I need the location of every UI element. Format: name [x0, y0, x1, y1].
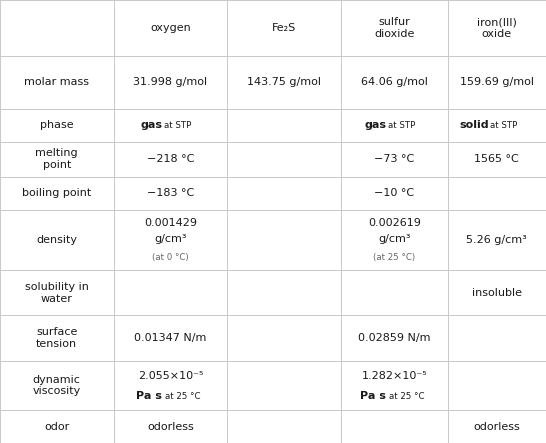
Text: odor: odor: [44, 422, 69, 431]
Text: melting
point: melting point: [35, 148, 78, 170]
Text: at 25 °C: at 25 °C: [165, 392, 200, 401]
Text: dynamic
viscosity: dynamic viscosity: [33, 375, 81, 396]
Text: 1.282×10⁻⁵: 1.282×10⁻⁵: [361, 371, 427, 381]
Text: surface
tension: surface tension: [36, 327, 78, 349]
Text: −10 °C: −10 °C: [374, 188, 414, 198]
Text: phase: phase: [40, 120, 74, 130]
Text: insoluble: insoluble: [472, 288, 522, 298]
Text: gas: gas: [364, 120, 386, 130]
Text: at 25 °C: at 25 °C: [389, 392, 424, 401]
Text: −73 °C: −73 °C: [374, 154, 414, 164]
Text: Fe₂S: Fe₂S: [272, 23, 296, 33]
Text: solubility in
water: solubility in water: [25, 282, 88, 303]
Text: 64.06 g/mol: 64.06 g/mol: [361, 77, 428, 87]
Text: 0.001429: 0.001429: [144, 218, 197, 228]
Text: iron(III)
oxide: iron(III) oxide: [477, 17, 517, 39]
Text: density: density: [36, 235, 78, 245]
Text: 31.998 g/mol: 31.998 g/mol: [133, 77, 207, 87]
Text: oxygen: oxygen: [150, 23, 191, 33]
Text: at STP: at STP: [490, 121, 518, 130]
Text: 2.055×10⁻⁵: 2.055×10⁻⁵: [138, 371, 203, 381]
Text: 0.002619: 0.002619: [368, 218, 420, 228]
Text: molar mass: molar mass: [24, 77, 90, 87]
Text: Pa s: Pa s: [136, 391, 162, 401]
Text: 5.26 g/cm³: 5.26 g/cm³: [466, 235, 527, 245]
Text: at STP: at STP: [388, 121, 415, 130]
Text: g/cm³: g/cm³: [378, 233, 411, 244]
Text: −183 °C: −183 °C: [147, 188, 194, 198]
Text: boiling point: boiling point: [22, 188, 91, 198]
Text: 143.75 g/mol: 143.75 g/mol: [247, 77, 321, 87]
Text: 159.69 g/mol: 159.69 g/mol: [460, 77, 534, 87]
Text: 0.01347 N/m: 0.01347 N/m: [134, 333, 206, 343]
Text: solid: solid: [459, 120, 489, 130]
Text: g/cm³: g/cm³: [154, 233, 187, 244]
Text: 0.02859 N/m: 0.02859 N/m: [358, 333, 430, 343]
Text: odorless: odorless: [147, 422, 194, 431]
Text: −218 °C: −218 °C: [147, 154, 194, 164]
Text: odorless: odorless: [473, 422, 520, 431]
Text: sulfur
dioxide: sulfur dioxide: [374, 17, 414, 39]
Text: at STP: at STP: [164, 121, 191, 130]
Text: Pa s: Pa s: [360, 391, 386, 401]
Text: (at 25 °C): (at 25 °C): [373, 253, 416, 262]
Text: gas: gas: [140, 120, 162, 130]
Text: (at 0 °C): (at 0 °C): [152, 253, 189, 262]
Text: 1565 °C: 1565 °C: [474, 154, 519, 164]
